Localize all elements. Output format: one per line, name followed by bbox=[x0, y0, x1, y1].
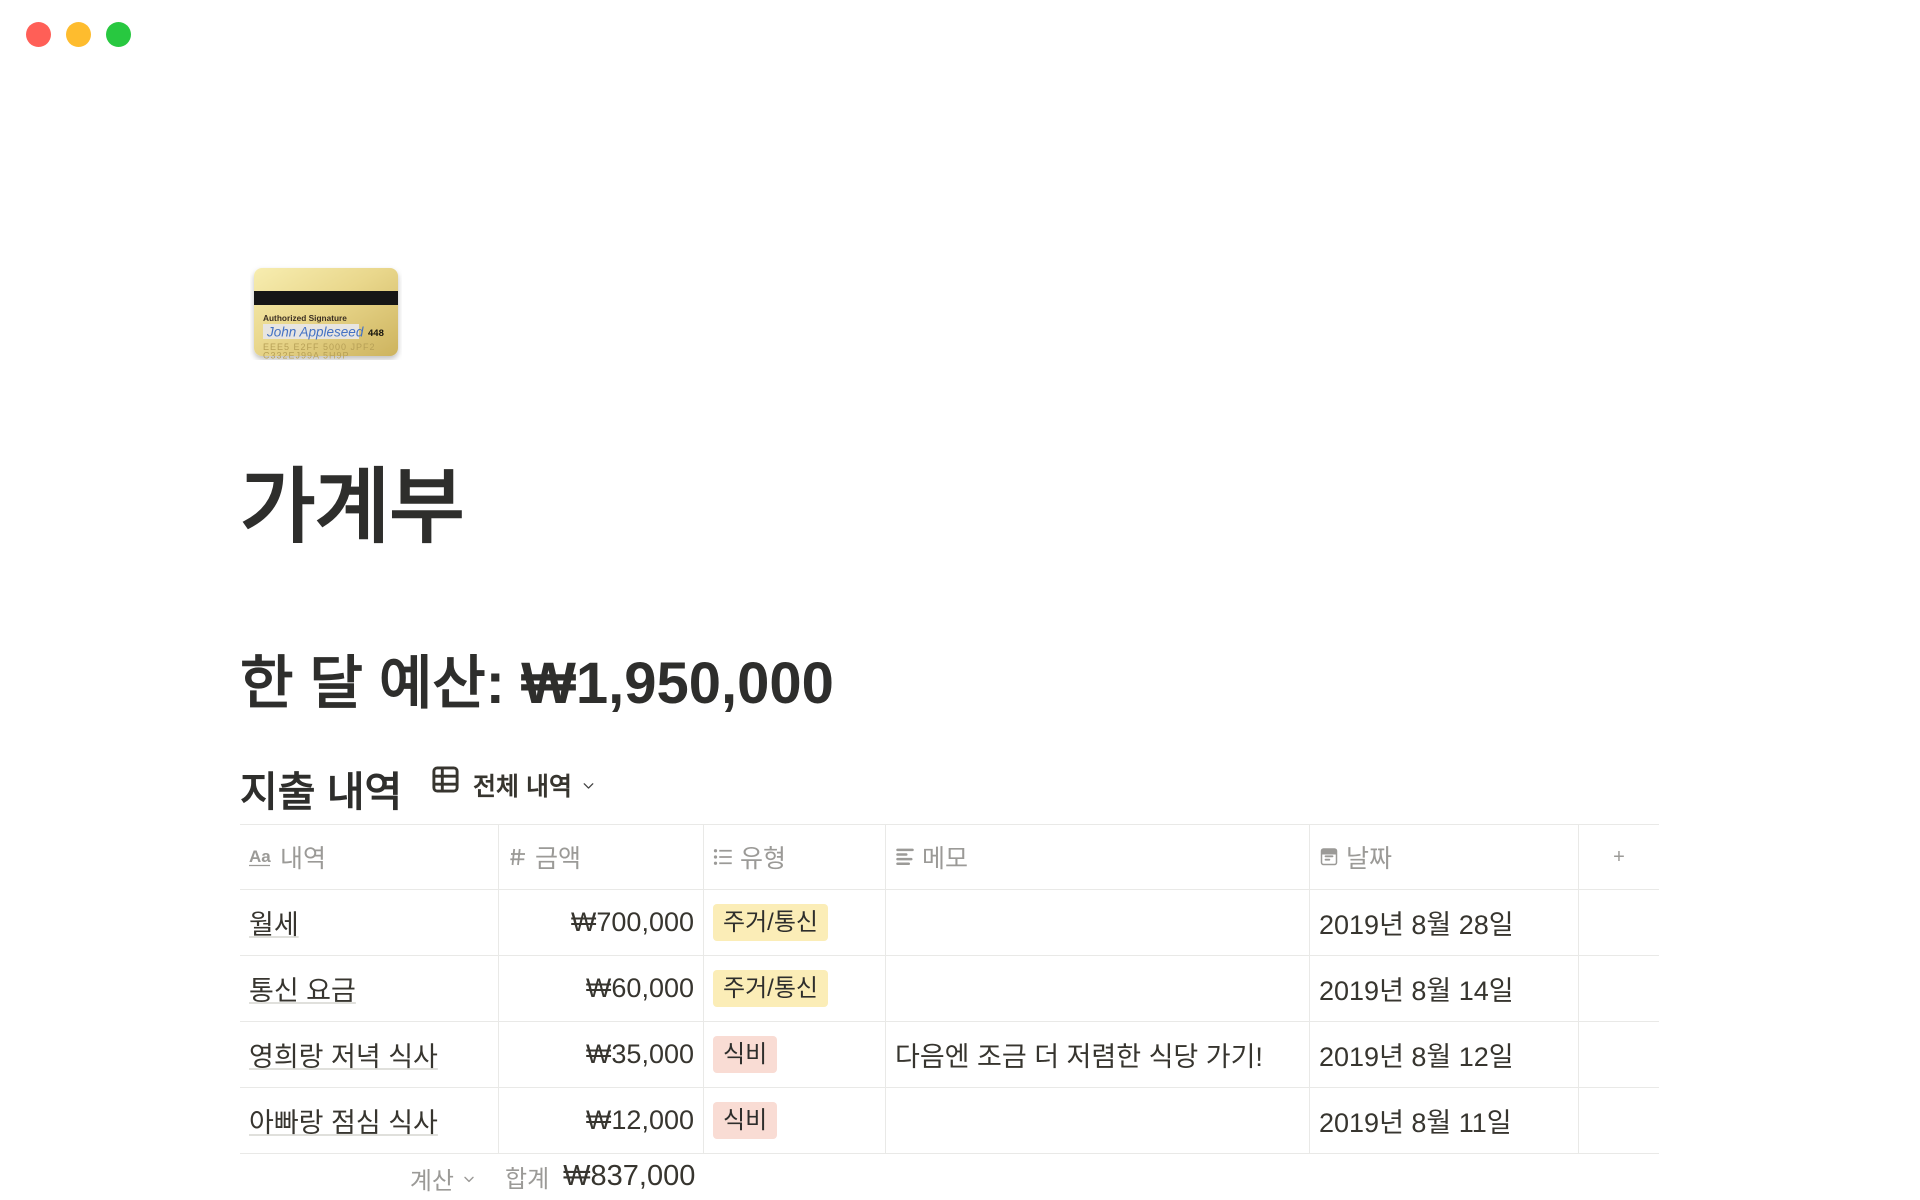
svg-text:John Appleseed: John Appleseed bbox=[266, 325, 364, 340]
svg-text:448: 448 bbox=[368, 328, 384, 339]
svg-text:Aa: Aa bbox=[249, 847, 271, 866]
svg-text:C332EJ99A 5H9P: C332EJ99A 5H9P bbox=[263, 351, 350, 361]
svg-text:Authorized Signature: Authorized Signature bbox=[263, 313, 347, 323]
